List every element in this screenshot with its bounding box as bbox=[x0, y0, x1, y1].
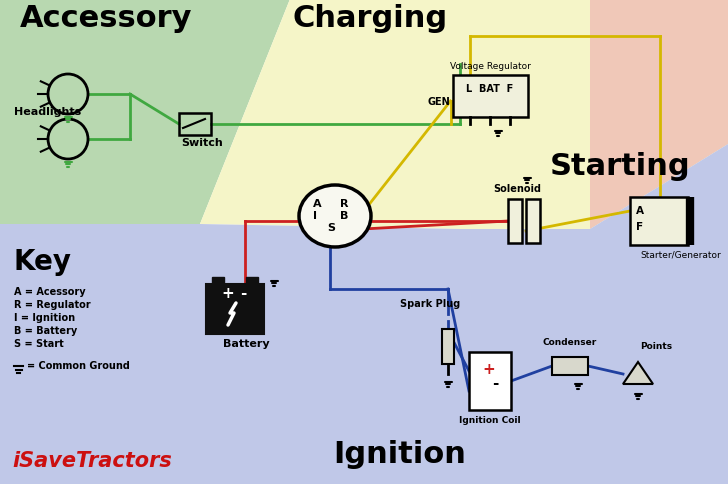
Bar bbox=[630, 197, 688, 245]
Text: Accessory: Accessory bbox=[20, 4, 192, 33]
Text: GEN: GEN bbox=[427, 97, 450, 107]
Bar bbox=[206, 285, 264, 334]
Ellipse shape bbox=[299, 186, 371, 247]
Text: +: + bbox=[482, 361, 495, 376]
Text: Starter/Generator: Starter/Generator bbox=[640, 251, 721, 259]
Text: Switch: Switch bbox=[181, 138, 223, 148]
Bar bbox=[442, 329, 454, 364]
Bar bbox=[552, 357, 588, 375]
Text: R: R bbox=[340, 198, 349, 209]
Text: Battery: Battery bbox=[223, 338, 269, 348]
Text: A: A bbox=[313, 198, 322, 209]
Polygon shape bbox=[623, 362, 653, 384]
Text: Headlights: Headlights bbox=[14, 107, 82, 117]
Text: Ignition: Ignition bbox=[333, 439, 467, 468]
Text: Condenser: Condenser bbox=[543, 337, 597, 346]
Text: L  BAT  F: L BAT F bbox=[467, 84, 514, 94]
Text: Voltage Regulator: Voltage Regulator bbox=[450, 62, 531, 71]
Text: I: I bbox=[313, 211, 317, 221]
Text: Starting: Starting bbox=[550, 151, 690, 181]
Text: +: + bbox=[221, 286, 234, 301]
Text: iSaveTractors: iSaveTractors bbox=[12, 450, 172, 470]
Polygon shape bbox=[200, 0, 728, 229]
Text: Charging: Charging bbox=[293, 4, 448, 33]
Text: A: A bbox=[636, 206, 644, 215]
Text: I = Ignition: I = Ignition bbox=[14, 312, 75, 322]
Bar bbox=[469, 352, 511, 410]
Bar bbox=[526, 199, 540, 243]
Text: Spark Plug: Spark Plug bbox=[400, 298, 460, 308]
Text: Ignition Coil: Ignition Coil bbox=[459, 415, 521, 424]
Text: F: F bbox=[636, 222, 643, 231]
Text: Key: Key bbox=[14, 247, 72, 275]
Bar bbox=[453, 76, 528, 118]
Text: Solenoid: Solenoid bbox=[493, 183, 541, 194]
Text: R = Regulator: R = Regulator bbox=[14, 300, 90, 309]
Bar bbox=[246, 277, 258, 285]
Bar bbox=[212, 277, 224, 285]
Text: B = Battery: B = Battery bbox=[14, 325, 77, 335]
Text: -: - bbox=[492, 375, 499, 390]
Text: Points: Points bbox=[640, 341, 672, 350]
Text: -: - bbox=[240, 286, 246, 301]
Text: = Common Ground: = Common Ground bbox=[27, 360, 130, 370]
Text: S = Start: S = Start bbox=[14, 338, 64, 348]
Text: A = Acessory: A = Acessory bbox=[14, 287, 86, 296]
Text: S: S bbox=[327, 223, 335, 232]
Bar bbox=[179, 114, 211, 136]
Bar bbox=[508, 199, 522, 243]
Polygon shape bbox=[590, 0, 728, 229]
Polygon shape bbox=[0, 145, 728, 484]
Polygon shape bbox=[0, 0, 290, 225]
Text: B: B bbox=[340, 211, 349, 221]
